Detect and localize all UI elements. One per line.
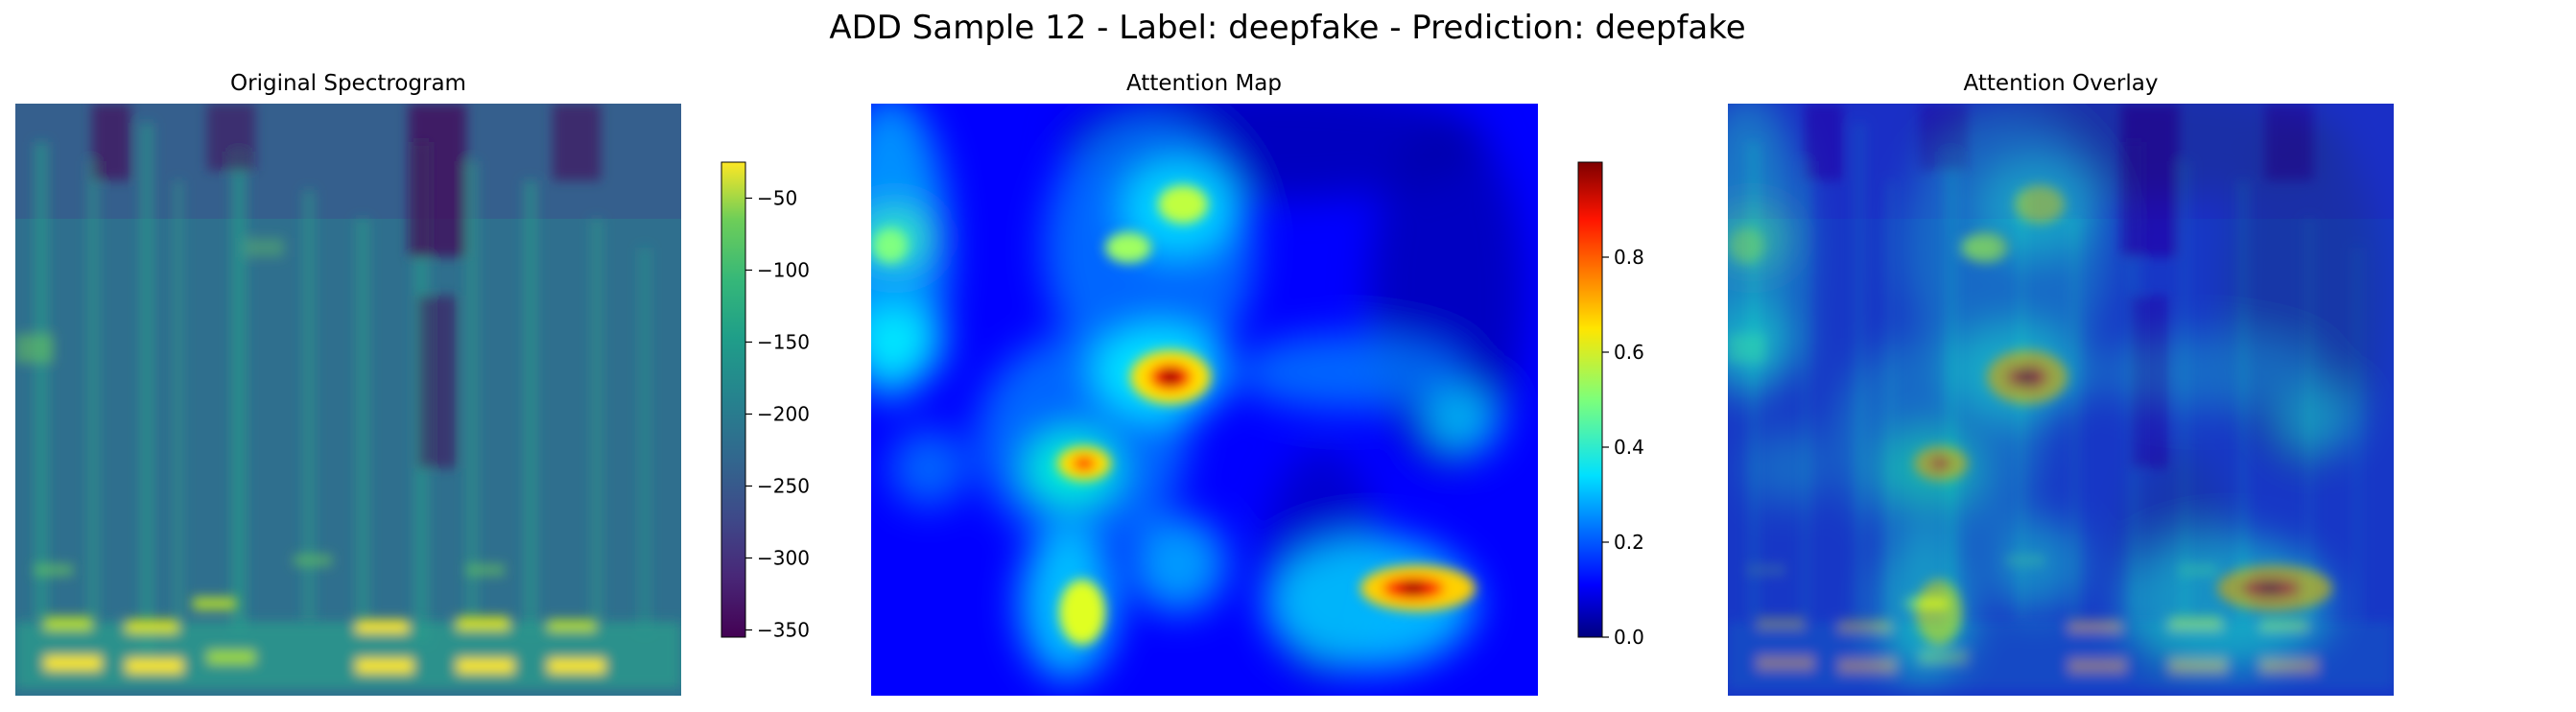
spectrogram-panel: Original Spectrogram −50 −100 −150 −200 −250… xyxy=(15,71,810,696)
attention-title: Attention Map xyxy=(1126,71,1282,96)
attention-tick-label: 0.4 xyxy=(1614,436,1644,459)
attention-tick-label: 0.6 xyxy=(1614,341,1644,364)
spectrogram-tick-label: −200 xyxy=(757,403,810,426)
spectrogram-tick-label: −350 xyxy=(757,619,810,642)
overlay-image xyxy=(1690,84,2395,696)
overlay-panel: Attention Overlay xyxy=(1690,71,2395,696)
spectrogram-tick-label: −100 xyxy=(757,259,810,282)
spectrogram-tick-label: −150 xyxy=(757,331,810,354)
spectrogram-tick-label: −250 xyxy=(757,475,810,498)
attention-panel: Attention Map 0.0 0.2 0.4 0.6 0.8 xyxy=(833,71,1644,696)
spectrogram-colorbar xyxy=(721,161,746,638)
spectrogram-image xyxy=(15,104,681,696)
attention-tick-label: 0.8 xyxy=(1614,246,1644,269)
spectrogram-tick-label: −50 xyxy=(757,187,797,210)
attention-colorbar-ticks: 0.0 0.2 0.4 0.6 0.8 xyxy=(1602,246,1644,649)
attention-tick-label: 0.0 xyxy=(1614,626,1644,649)
spectrogram-tick-label: −300 xyxy=(757,547,810,570)
spectrogram-colorbar-ticks: −50 −100 −150 −200 −250 −300 −350 xyxy=(745,187,810,642)
attention-tick-label: 0.2 xyxy=(1614,531,1644,554)
attention-colorbar xyxy=(1577,161,1603,638)
attention-image xyxy=(833,84,1538,696)
overlay-title: Attention Overlay xyxy=(1964,71,2159,96)
figure-title: ADD Sample 12 - Label: deepfake - Predic… xyxy=(829,9,1745,47)
spectrogram-title: Original Spectrogram xyxy=(230,71,466,96)
